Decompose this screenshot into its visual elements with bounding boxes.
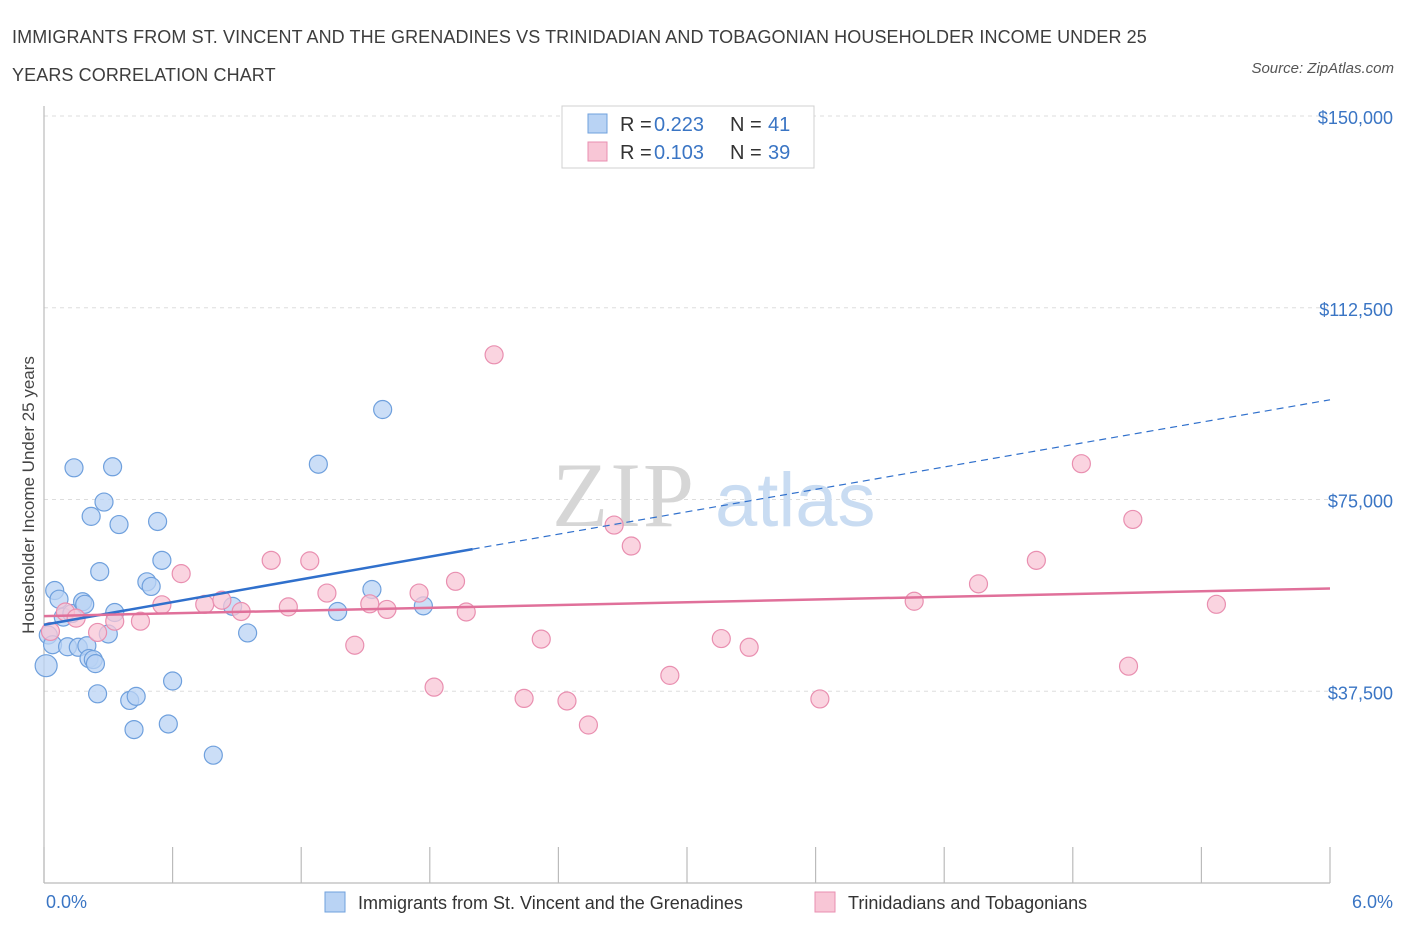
point-s1-25 <box>557 691 577 711</box>
point-s1-13 <box>300 551 320 571</box>
point-s1-31 <box>739 637 759 657</box>
chart-title: IMMIGRANTS FROM ST. VINCENT AND THE GREN… <box>12 27 1147 85</box>
series-legend: Immigrants from St. Vincent and the Gren… <box>324 891 1087 913</box>
point-s1-28 <box>621 536 641 556</box>
y-tick-label-0: $150,000 <box>1318 108 1393 128</box>
source-label: Source: ZipAtlas.com <box>1251 60 1394 77</box>
x-tick-labels: 0.0% 6.0% <box>46 892 1393 912</box>
legend-n-value-2: 39 <box>768 142 790 164</box>
point-s1-30 <box>711 628 731 649</box>
y-tick-label-1: $112,500 <box>1319 300 1393 320</box>
y-tick-label-3: $37,500 <box>1328 683 1393 703</box>
point-s1-11 <box>261 550 281 570</box>
stats-legend-swatch-blue <box>587 113 608 134</box>
x-tick-label-max: 6.0% <box>1352 892 1393 912</box>
point-s0-31 <box>158 714 178 734</box>
point-s1-32 <box>810 689 830 709</box>
point-s1-9 <box>212 590 232 610</box>
point-s0-36 <box>308 454 328 474</box>
point-s0-33 <box>203 745 223 765</box>
point-s1-26 <box>578 715 599 735</box>
y-axis-label: Householder Income Under 25 years <box>19 356 38 634</box>
watermark: ZIP atlas <box>552 444 876 546</box>
point-s0-30 <box>152 550 172 570</box>
legend-r-value-1: 0.223 <box>654 114 704 136</box>
point-s0-28 <box>141 576 161 597</box>
point-s0-25 <box>124 719 144 740</box>
point-s1-7 <box>171 564 191 584</box>
point-s1-18 <box>409 583 429 603</box>
point-s1-38 <box>1123 509 1143 530</box>
point-s1-14 <box>317 583 337 603</box>
stats-legend: R = 0.223 N = 41 R = 0.103 N = 39 <box>561 105 815 169</box>
point-s1-39 <box>1206 594 1227 614</box>
point-s1-37 <box>1118 656 1139 676</box>
point-s1-20 <box>445 571 466 591</box>
point-s0-8 <box>64 458 84 478</box>
trend-lines <box>43 399 1331 627</box>
point-s0-21 <box>102 457 123 477</box>
series-trinidadians-points <box>40 345 1227 735</box>
point-s0-17 <box>87 684 108 704</box>
point-s1-5 <box>130 611 151 631</box>
point-s1-33 <box>904 591 924 611</box>
watermark-atlas: atlas <box>715 458 876 543</box>
point-s1-23 <box>514 688 534 709</box>
point-s0-11 <box>75 594 95 614</box>
legend-r-value-2: 0.103 <box>654 142 704 164</box>
point-s0-35 <box>238 623 258 643</box>
point-s0-29 <box>147 511 168 532</box>
point-s0-26 <box>126 686 146 706</box>
point-s1-34 <box>968 574 989 594</box>
series-legend-label-2: Trinidadians and Tobagonians <box>848 893 1087 913</box>
point-s1-24 <box>531 629 551 649</box>
point-s1-19 <box>424 677 444 697</box>
series-legend-swatch-blue <box>324 891 346 913</box>
axes <box>43 106 1331 884</box>
point-s0-14 <box>81 506 101 526</box>
point-s1-15 <box>345 635 365 655</box>
point-s0-32 <box>163 671 183 691</box>
point-s0-18 <box>90 561 110 582</box>
trend-line-trinidadians <box>43 587 1331 618</box>
legend-n-label-2: N = <box>730 142 762 164</box>
point-s1-22 <box>484 345 504 365</box>
point-s0-23 <box>109 514 129 535</box>
point-s1-29 <box>660 665 680 685</box>
stats-legend-swatch-pink <box>587 141 608 162</box>
point-s1-35 <box>1026 550 1046 570</box>
point-s1-27 <box>604 515 624 535</box>
series-immigrants-points <box>34 399 433 765</box>
watermark-zip: ZIP <box>552 444 696 546</box>
point-s0-39 <box>373 399 393 420</box>
legend-r-label-1: R = <box>620 114 652 136</box>
y-tick-labels: $150,000 $112,500 $75,000 $37,500 <box>1318 108 1393 703</box>
legend-n-label-1: N = <box>730 114 762 136</box>
legend-n-value-1: 41 <box>768 114 790 136</box>
legend-r-label-2: R = <box>620 142 652 164</box>
point-s0-16 <box>85 654 106 674</box>
point-s0-37 <box>328 601 348 622</box>
point-s1-36 <box>1071 454 1091 474</box>
point-s1-12 <box>278 597 298 617</box>
point-s0-0 <box>34 654 58 678</box>
x-tick-label-min: 0.0% <box>46 892 87 912</box>
series-legend-label-1: Immigrants from St. Vincent and the Gren… <box>358 893 743 913</box>
series-legend-swatch-pink <box>814 891 836 913</box>
trend-line-immigrants <box>43 547 473 627</box>
point-s1-3 <box>87 622 108 643</box>
trend-line-immigrants-dashed <box>472 399 1331 550</box>
y-tick-label-2: $75,000 <box>1328 492 1393 512</box>
point-s0-19 <box>94 492 114 512</box>
